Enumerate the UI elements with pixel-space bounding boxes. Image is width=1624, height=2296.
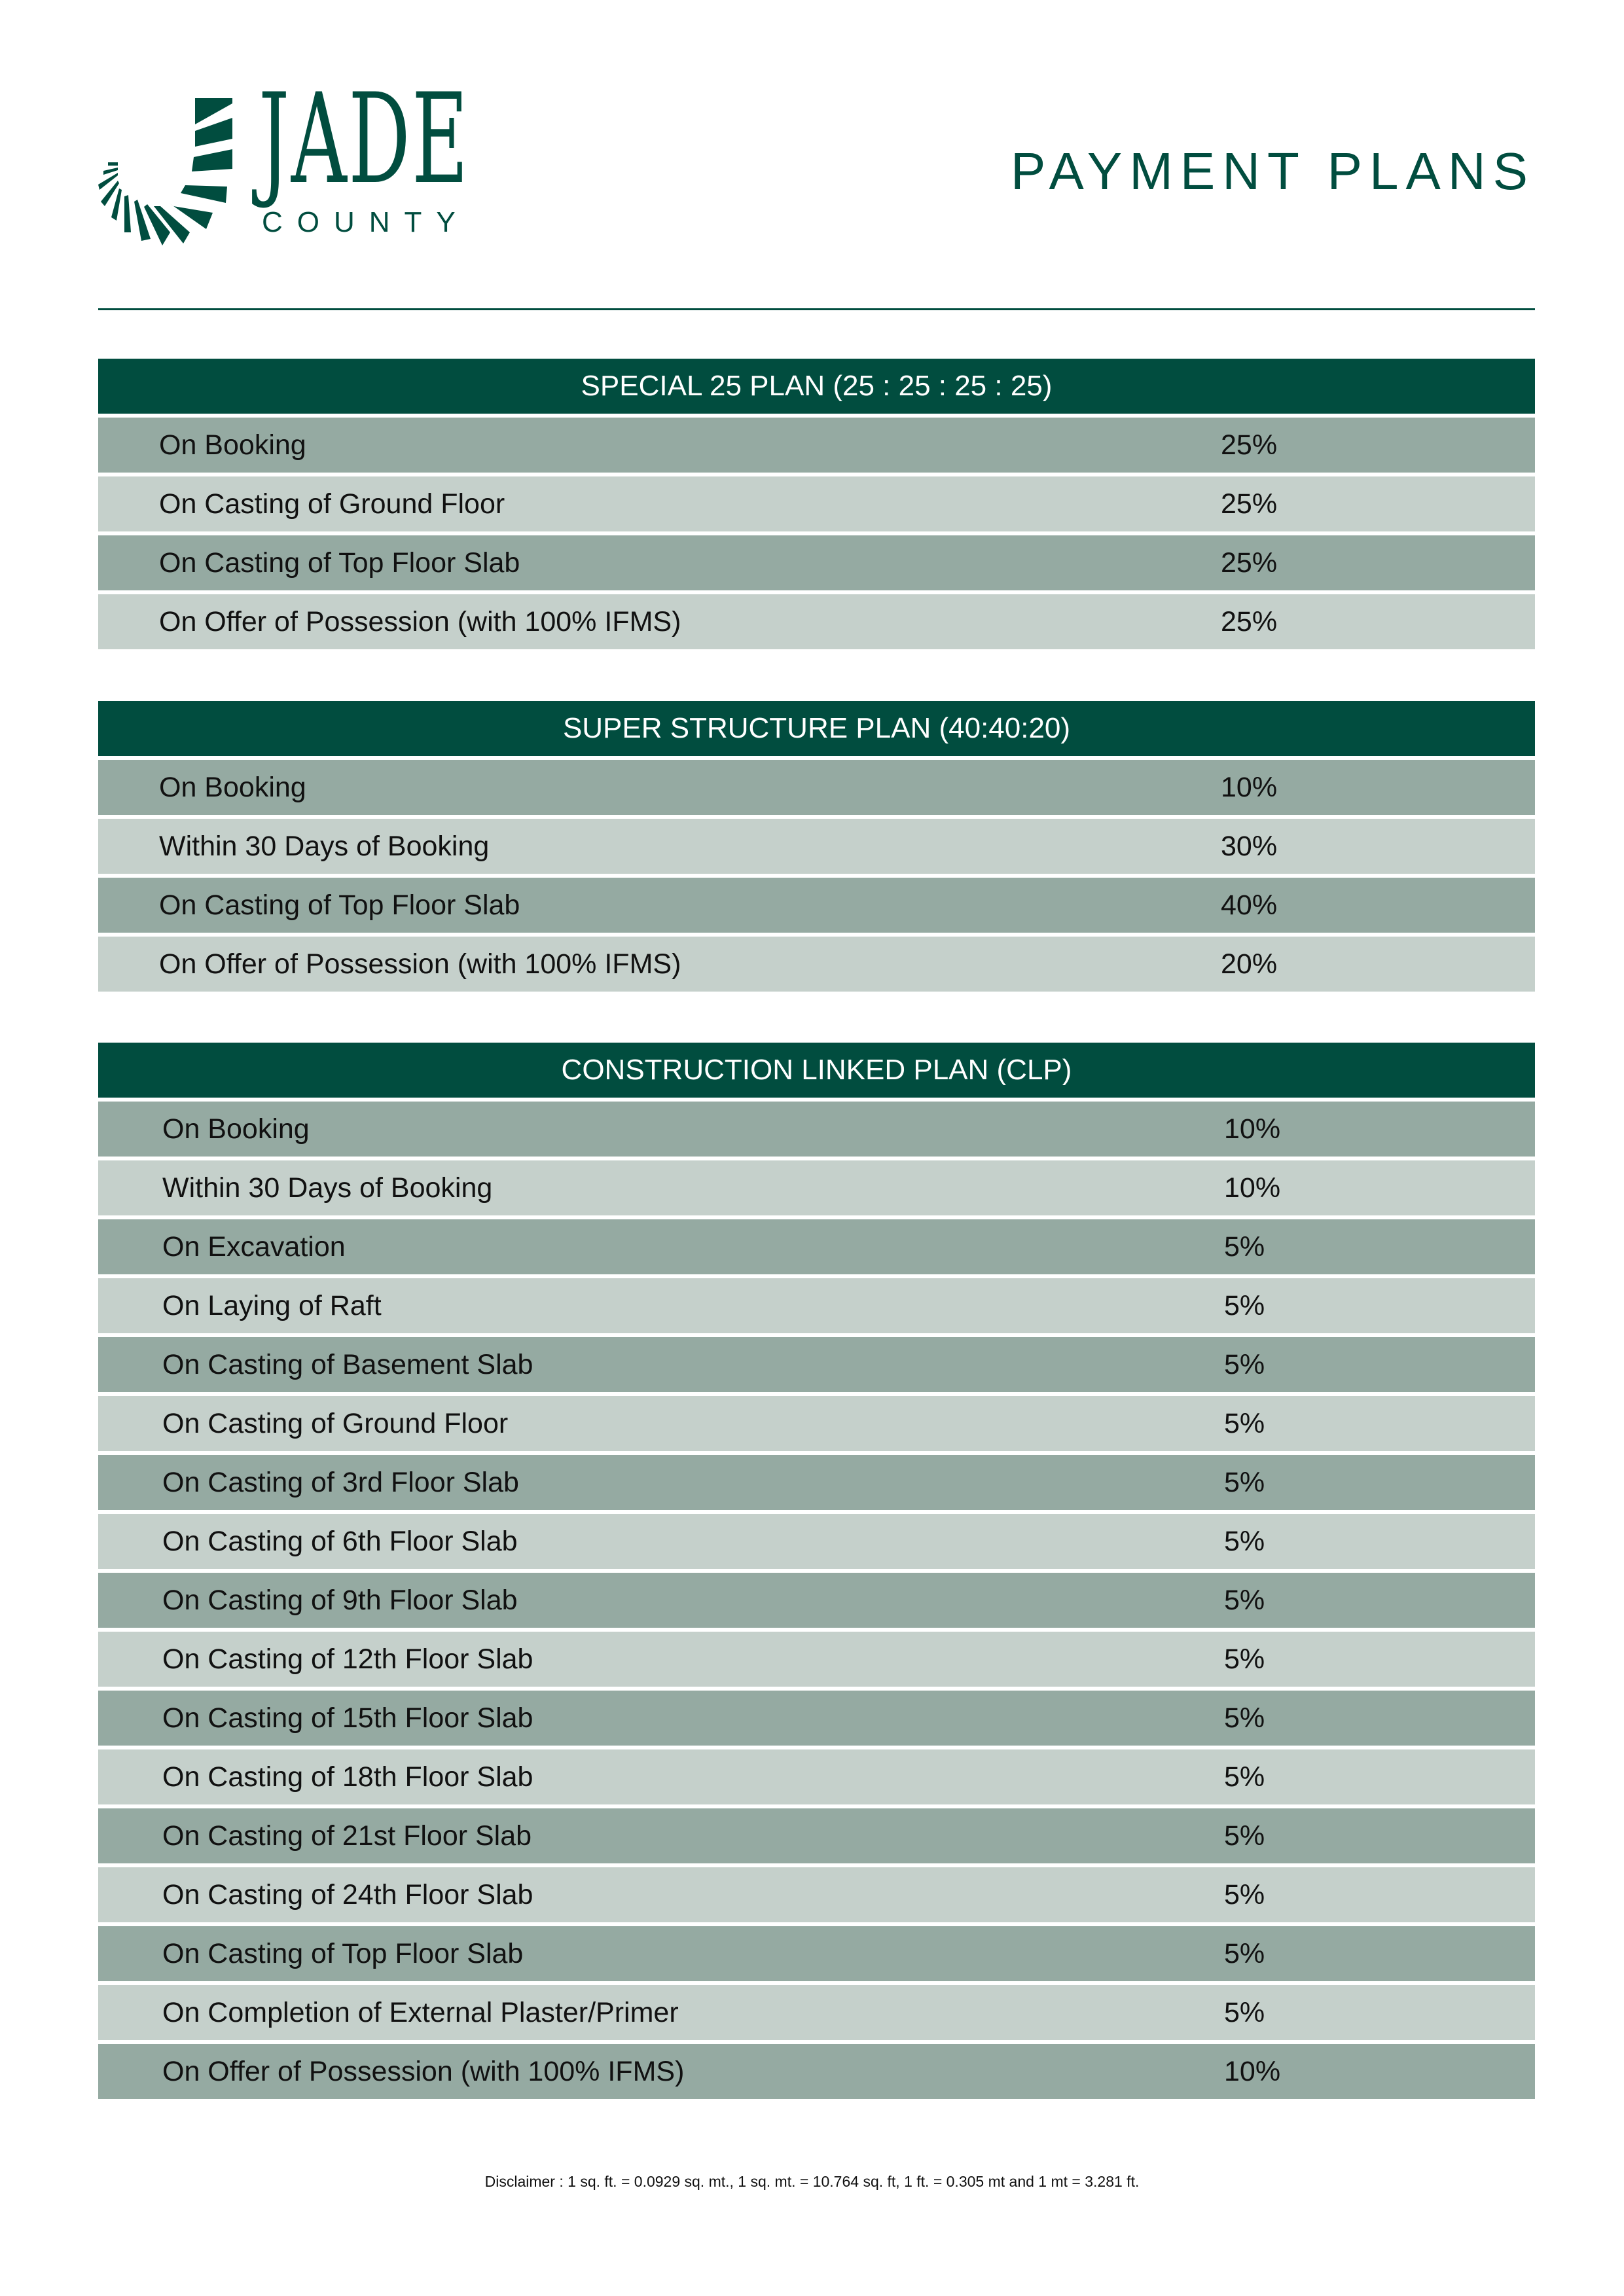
payment-percent: 5% [1224,1466,1265,1498]
milestone-label: On Casting of 12th Floor Slab [162,1643,533,1675]
milestone-label: Within 30 Days of Booking [162,1172,493,1204]
table-row: On Excavation 5% [98,1219,1535,1274]
table-row: On Casting of 9th Floor Slab 5% [98,1573,1535,1628]
payment-percent: 5% [1224,1525,1265,1557]
payment-percent: 5% [1224,1230,1265,1263]
milestone-label: On Casting of 9th Floor Slab [162,1584,518,1616]
payment-percent: 25% [1221,488,1278,520]
payment-percent: 40% [1221,889,1278,921]
milestone-label: On Offer of Possession (with 100% IFMS) [159,948,681,980]
milestone-label: On Casting of 15th Floor Slab [162,1702,533,1734]
table-row: On Booking 25% [98,418,1535,473]
payment-percent: 30% [1221,830,1278,862]
disclaimer: Disclaimer : 1 sq. ft. = 0.0929 sq. mt.,… [484,2173,1140,2190]
milestone-label: On Casting of 6th Floor Slab [162,1525,518,1557]
payment-percent: 25% [1221,547,1278,579]
milestone-label: On Casting of 21st Floor Slab [162,1820,532,1852]
milestone-label: On Casting of Top Floor Slab [162,1937,524,1969]
table-row: On Laying of Raft 5% [98,1278,1535,1333]
table-row: On Booking 10% [98,1102,1535,1157]
sunburst-logo-icon [98,98,232,245]
table-row: Within 30 Days of Booking 10% [98,1160,1535,1215]
table-row: On Casting of 18th Floor Slab 5% [98,1749,1535,1804]
table-row: On Casting of 6th Floor Slab 5% [98,1514,1535,1569]
table-row: On Completion of External Plaster/Primer… [98,1985,1535,2040]
milestone-label: On Casting of Top Floor Slab [159,547,520,579]
jade-county-logo [98,92,491,249]
table-row: On Casting of 21st Floor Slab 5% [98,1808,1535,1863]
table-row: On Casting of 15th Floor Slab 5% [98,1691,1535,1746]
payment-plan-table: SUPER STRUCTURE PLAN (40:40:20) On Bookin… [98,701,1535,996]
payment-percent: 5% [1224,1878,1265,1910]
plan-title: CONSTRUCTION LINKED PLAN (CLP) [98,1043,1535,1098]
payment-percent: 10% [1224,1113,1281,1145]
milestone-label: On Casting of 24th Floor Slab [162,1878,533,1910]
payment-percent: 10% [1224,1172,1281,1204]
payment-percent: 25% [1221,605,1278,637]
table-row: On Casting of Top Floor Slab 40% [98,878,1535,933]
payment-plan-table: CONSTRUCTION LINKED PLAN (CLP) On Booking… [98,1043,1535,2103]
payment-percent: 10% [1224,2055,1281,2087]
milestone-label: On Booking [159,429,306,461]
milestone-label: On Casting of Top Floor Slab [159,889,520,921]
header-divider [98,308,1535,310]
table-row: On Casting of Ground Floor 25% [98,476,1535,531]
table-row: On Casting of 3rd Floor Slab 5% [98,1455,1535,1510]
milestone-label: On Laying of Raft [162,1289,382,1321]
payment-percent: 25% [1221,429,1278,461]
table-row: On Offer of Possession (with 100% IFMS) 2… [98,594,1535,649]
table-row: Within 30 Days of Booking 30% [98,819,1535,874]
payment-percent: 5% [1224,1996,1265,2028]
payment-percent: 5% [1224,1584,1265,1616]
payment-percent: 5% [1224,1702,1265,1734]
table-row: On Casting of 24th Floor Slab 5% [98,1867,1535,1922]
payment-plan-table: SPECIAL 25 PLAN (25 : 25 : 25 : 25) On Bo… [98,359,1535,653]
milestone-label: On Booking [162,1113,310,1145]
milestone-label: On Excavation [162,1230,346,1263]
plan-title: SPECIAL 25 PLAN (25 : 25 : 25 : 25) [98,359,1535,414]
milestone-label: On Casting of Ground Floor [162,1407,509,1439]
milestone-label: On Casting of 18th Floor Slab [162,1761,533,1793]
milestone-label: On Offer of Possession (with 100% IFMS) [162,2055,685,2087]
brand-subtitle: COUNTY [262,206,470,238]
payment-percent: 5% [1224,1820,1265,1852]
plan-title: SUPER STRUCTURE PLAN (40:40:20) [98,701,1535,756]
milestone-label: On Completion of External Plaster/Primer [162,1996,679,2028]
payment-percent: 5% [1224,1937,1265,1969]
milestone-label: On Casting of Basement Slab [162,1348,533,1380]
payment-percent: 5% [1224,1761,1265,1793]
table-row: On Casting of Top Floor Slab 25% [98,535,1535,590]
page-title: PAYMENT PLANS [1011,142,1535,200]
payment-percent: 20% [1221,948,1278,980]
payment-percent: 5% [1224,1643,1265,1675]
table-row: On Casting of Ground Floor 5% [98,1396,1535,1451]
table-row: On Booking 10% [98,760,1535,815]
table-row: On Offer of Possession (with 100% IFMS) 2… [98,937,1535,992]
payment-percent: 5% [1224,1407,1265,1439]
milestone-label: On Offer of Possession (with 100% IFMS) [159,605,681,637]
payment-percent: 5% [1224,1348,1265,1380]
milestone-label: On Casting of 3rd Floor Slab [162,1466,519,1498]
table-row: On Casting of 12th Floor Slab 5% [98,1632,1535,1687]
table-row: On Casting of Top Floor Slab 5% [98,1926,1535,1981]
table-row: On Casting of Basement Slab 5% [98,1337,1535,1392]
payment-percent: 5% [1224,1289,1265,1321]
milestone-label: Within 30 Days of Booking [159,830,490,862]
milestone-label: On Casting of Ground Floor [159,488,505,520]
table-row: On Offer of Possession (with 100% IFMS) 1… [98,2044,1535,2099]
payment-percent: 10% [1221,771,1278,803]
brand-name: JADE [259,67,470,211]
milestone-label: On Booking [159,771,306,803]
